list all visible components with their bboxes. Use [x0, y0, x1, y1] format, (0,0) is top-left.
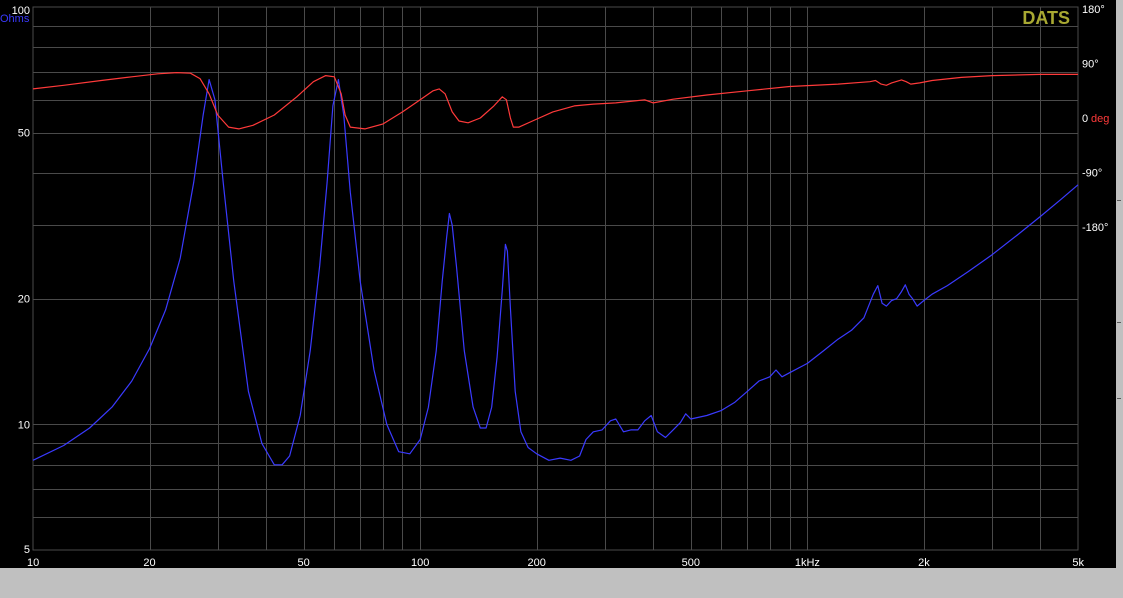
y-right-unit-label: deg	[1091, 113, 1109, 125]
y-right-tick-label: -180°	[1082, 222, 1108, 234]
label-layer: DATS 10 20 50 100 200 500 1kHz 2k 5k1005020105Oh…	[0, 4, 1109, 568]
brand-logo: DATS	[1022, 8, 1070, 28]
grid-layer	[32, 6, 1079, 551]
x-tick-label: 200	[528, 557, 546, 568]
y-right-tick-label: -90°	[1082, 168, 1102, 180]
y-left-unit-label: Ohms	[0, 13, 30, 25]
y-right-tick-label: 180°	[1082, 4, 1105, 16]
y-right-tick-label: 90°	[1082, 59, 1099, 71]
y-left-tick-label: 50	[18, 128, 30, 140]
scrollbar-tick	[1117, 322, 1121, 323]
y-left-tick-label: 20	[18, 294, 30, 306]
x-tick-label: 2k	[918, 557, 930, 568]
y-left-tick-label: 5	[24, 544, 30, 556]
x-tick-label: 10	[27, 557, 39, 568]
impedance-curve	[32, 79, 1079, 466]
x-tick-label: 100	[411, 557, 429, 568]
y-left-tick-label: 100	[12, 5, 30, 17]
series-layer	[32, 72, 1079, 466]
scrollbar-tick	[1117, 398, 1121, 399]
x-tick-label: 20	[143, 557, 155, 568]
y-right-tick-label: 0	[1082, 113, 1088, 125]
x-tick-label: 500	[682, 557, 700, 568]
x-tick-label: 1kHz	[795, 557, 820, 568]
impedance-phase-chart: DATS 10 20 50 100 200 500 1kHz 2k 5k1005020105Oh…	[0, 4, 1109, 568]
plot-frame	[32, 6, 1079, 551]
chart-panel: DATS 10 20 50 100 200 500 1kHz 2k 5k 100 50 20 10 5 Oh…	[0, 0, 1121, 568]
phase-curve	[32, 72, 1078, 130]
scrollbar-tick	[1117, 200, 1121, 201]
x-tick-label: 50	[298, 557, 310, 568]
y-left-tick-label: 10	[18, 419, 30, 431]
x-tick-label: 5k	[1072, 557, 1084, 568]
